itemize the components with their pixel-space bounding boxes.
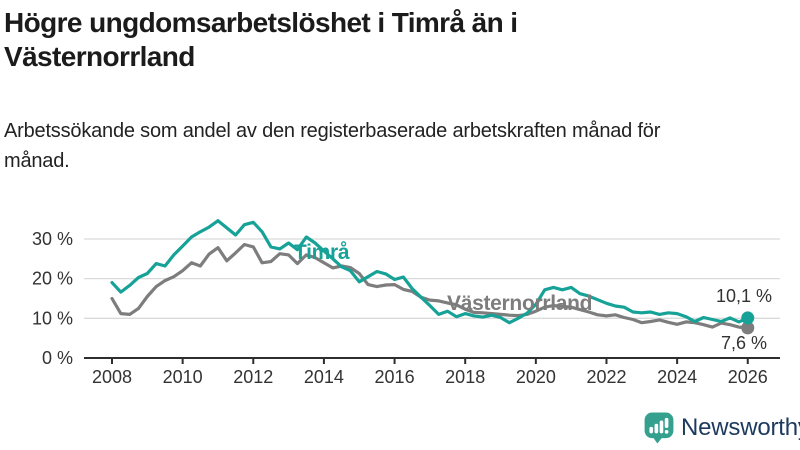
x-axis-labels: 2008 2010 2012 2014 2016 2018 2020 2022 2024 2026 — [92, 367, 768, 387]
x-tick-label: 2014 — [304, 367, 344, 387]
x-tick-label: 2010 — [163, 367, 203, 387]
newsworthy-logo: Newsworthy — [644, 412, 800, 444]
y-tick-label: 30 % — [32, 229, 73, 249]
series-line-Timrå — [110, 219, 750, 325]
series-label-vasternorrland: Västernorrland — [447, 292, 593, 315]
y-tick-label: 20 % — [32, 269, 73, 289]
x-tick-label: 2018 — [445, 367, 485, 387]
line-chart: 2008 2010 2012 2014 2016 2018 2020 2022 2024 2026… — [32, 219, 780, 387]
x-axis — [84, 357, 780, 364]
x-tick-label: 2008 — [92, 367, 132, 387]
chart-subtitle: Arbetssökande som andel av den registerb… — [4, 120, 661, 172]
series-dots — [741, 311, 755, 335]
x-tick-label: 2026 — [728, 367, 768, 387]
chart-title: Högre ungdomsarbetslöshet i Timrå än i V… — [4, 7, 518, 72]
y-tick-label: 10 % — [32, 308, 73, 328]
x-tick-label: 2020 — [516, 367, 556, 387]
series-end-dot-Timrå — [741, 311, 755, 325]
end-value-vasternorrland: 7,6 % — [720, 333, 767, 353]
y-tick-label: 0 % — [42, 348, 73, 368]
x-tick-label: 2022 — [586, 367, 626, 387]
series-end-dot-Västernorrland — [741, 321, 755, 335]
x-tick-label: 2024 — [657, 367, 697, 387]
x-tick-label: 2016 — [375, 367, 415, 387]
newsworthy-wordmark: Newsworthy — [681, 414, 800, 441]
gridlines — [84, 238, 780, 319]
series-label-timra: Timrå — [294, 241, 350, 264]
end-value-timra: 10,1 % — [715, 286, 772, 306]
y-axis-labels: 0 % 10 % 20 % 30 % — [32, 229, 73, 368]
newsworthy-bar-chart-bubble-icon — [644, 412, 674, 444]
x-tick-label: 2012 — [233, 367, 273, 387]
series-line-Västernorrland — [110, 242, 750, 330]
series-lines — [110, 219, 750, 330]
